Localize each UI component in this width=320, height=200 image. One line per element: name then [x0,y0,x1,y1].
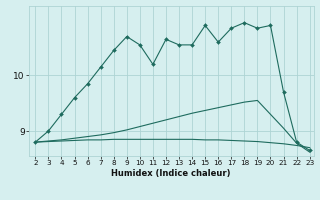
X-axis label: Humidex (Indice chaleur): Humidex (Indice chaleur) [111,169,231,178]
